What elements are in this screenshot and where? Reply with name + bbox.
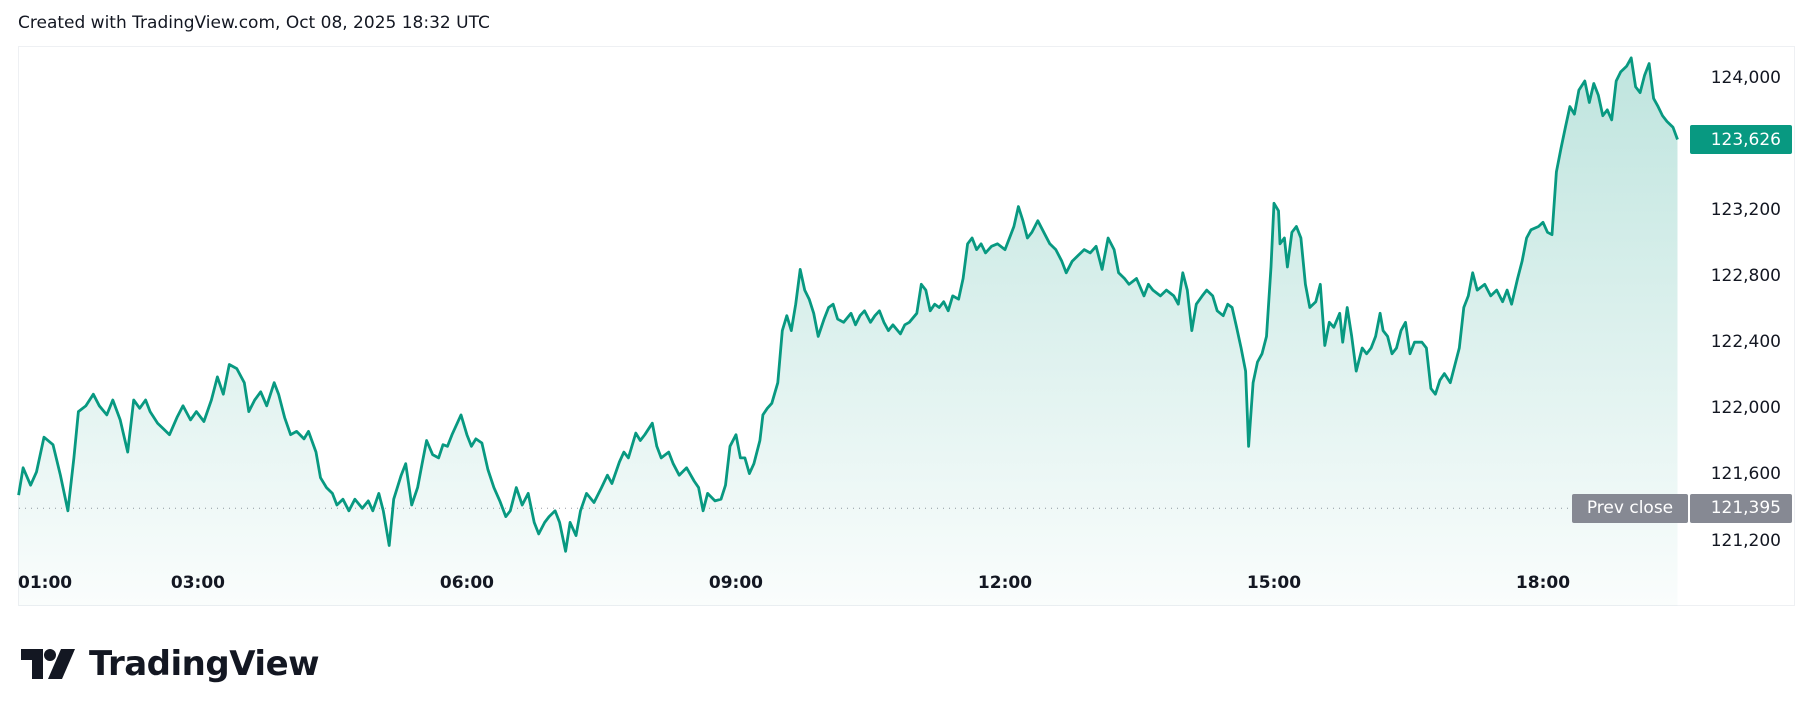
chart-attribution: Created with TradingView.com, Oct 08, 20… [18,13,490,33]
prev-close-value-badge: 121,395 [1690,493,1792,523]
prev-close-label: Prev close [1586,498,1674,519]
last-price-badge: 123,626 [1690,125,1792,155]
price-tick-label: 124,000 [1710,67,1781,88]
time-tick-label: 06:00 [439,573,494,593]
time-tick-label: 15:00 [1246,573,1302,593]
price-tick-label: 122,400 [1710,332,1781,353]
tradingview-logo-text: TradingView [89,644,320,684]
tradingview-logo[interactable]: TradingView [21,644,320,684]
time-tick-label: 01:00 [18,573,73,593]
tradingview-logo-icon [21,649,75,679]
price-tick-label: 121,600 [1710,464,1781,485]
price-area-fill [18,57,1678,606]
price-tick-label: 122,800 [1710,266,1781,287]
last-price-value: 123,626 [1710,129,1781,150]
prev-close-label-badge: Prev close [1572,493,1688,523]
prev-close-value: 121,395 [1710,498,1781,519]
price-tick-label: 123,200 [1710,199,1781,220]
time-tick-label: 03:00 [170,573,225,593]
time-tick-label: 18:00 [1515,573,1571,593]
time-tick-label: 12:00 [977,573,1033,593]
price-line [17,56,1679,553]
time-tick-label: 09:00 [708,573,764,593]
price-tick-label: 121,200 [1710,530,1781,551]
price-tick-label: 122,000 [1710,398,1781,419]
